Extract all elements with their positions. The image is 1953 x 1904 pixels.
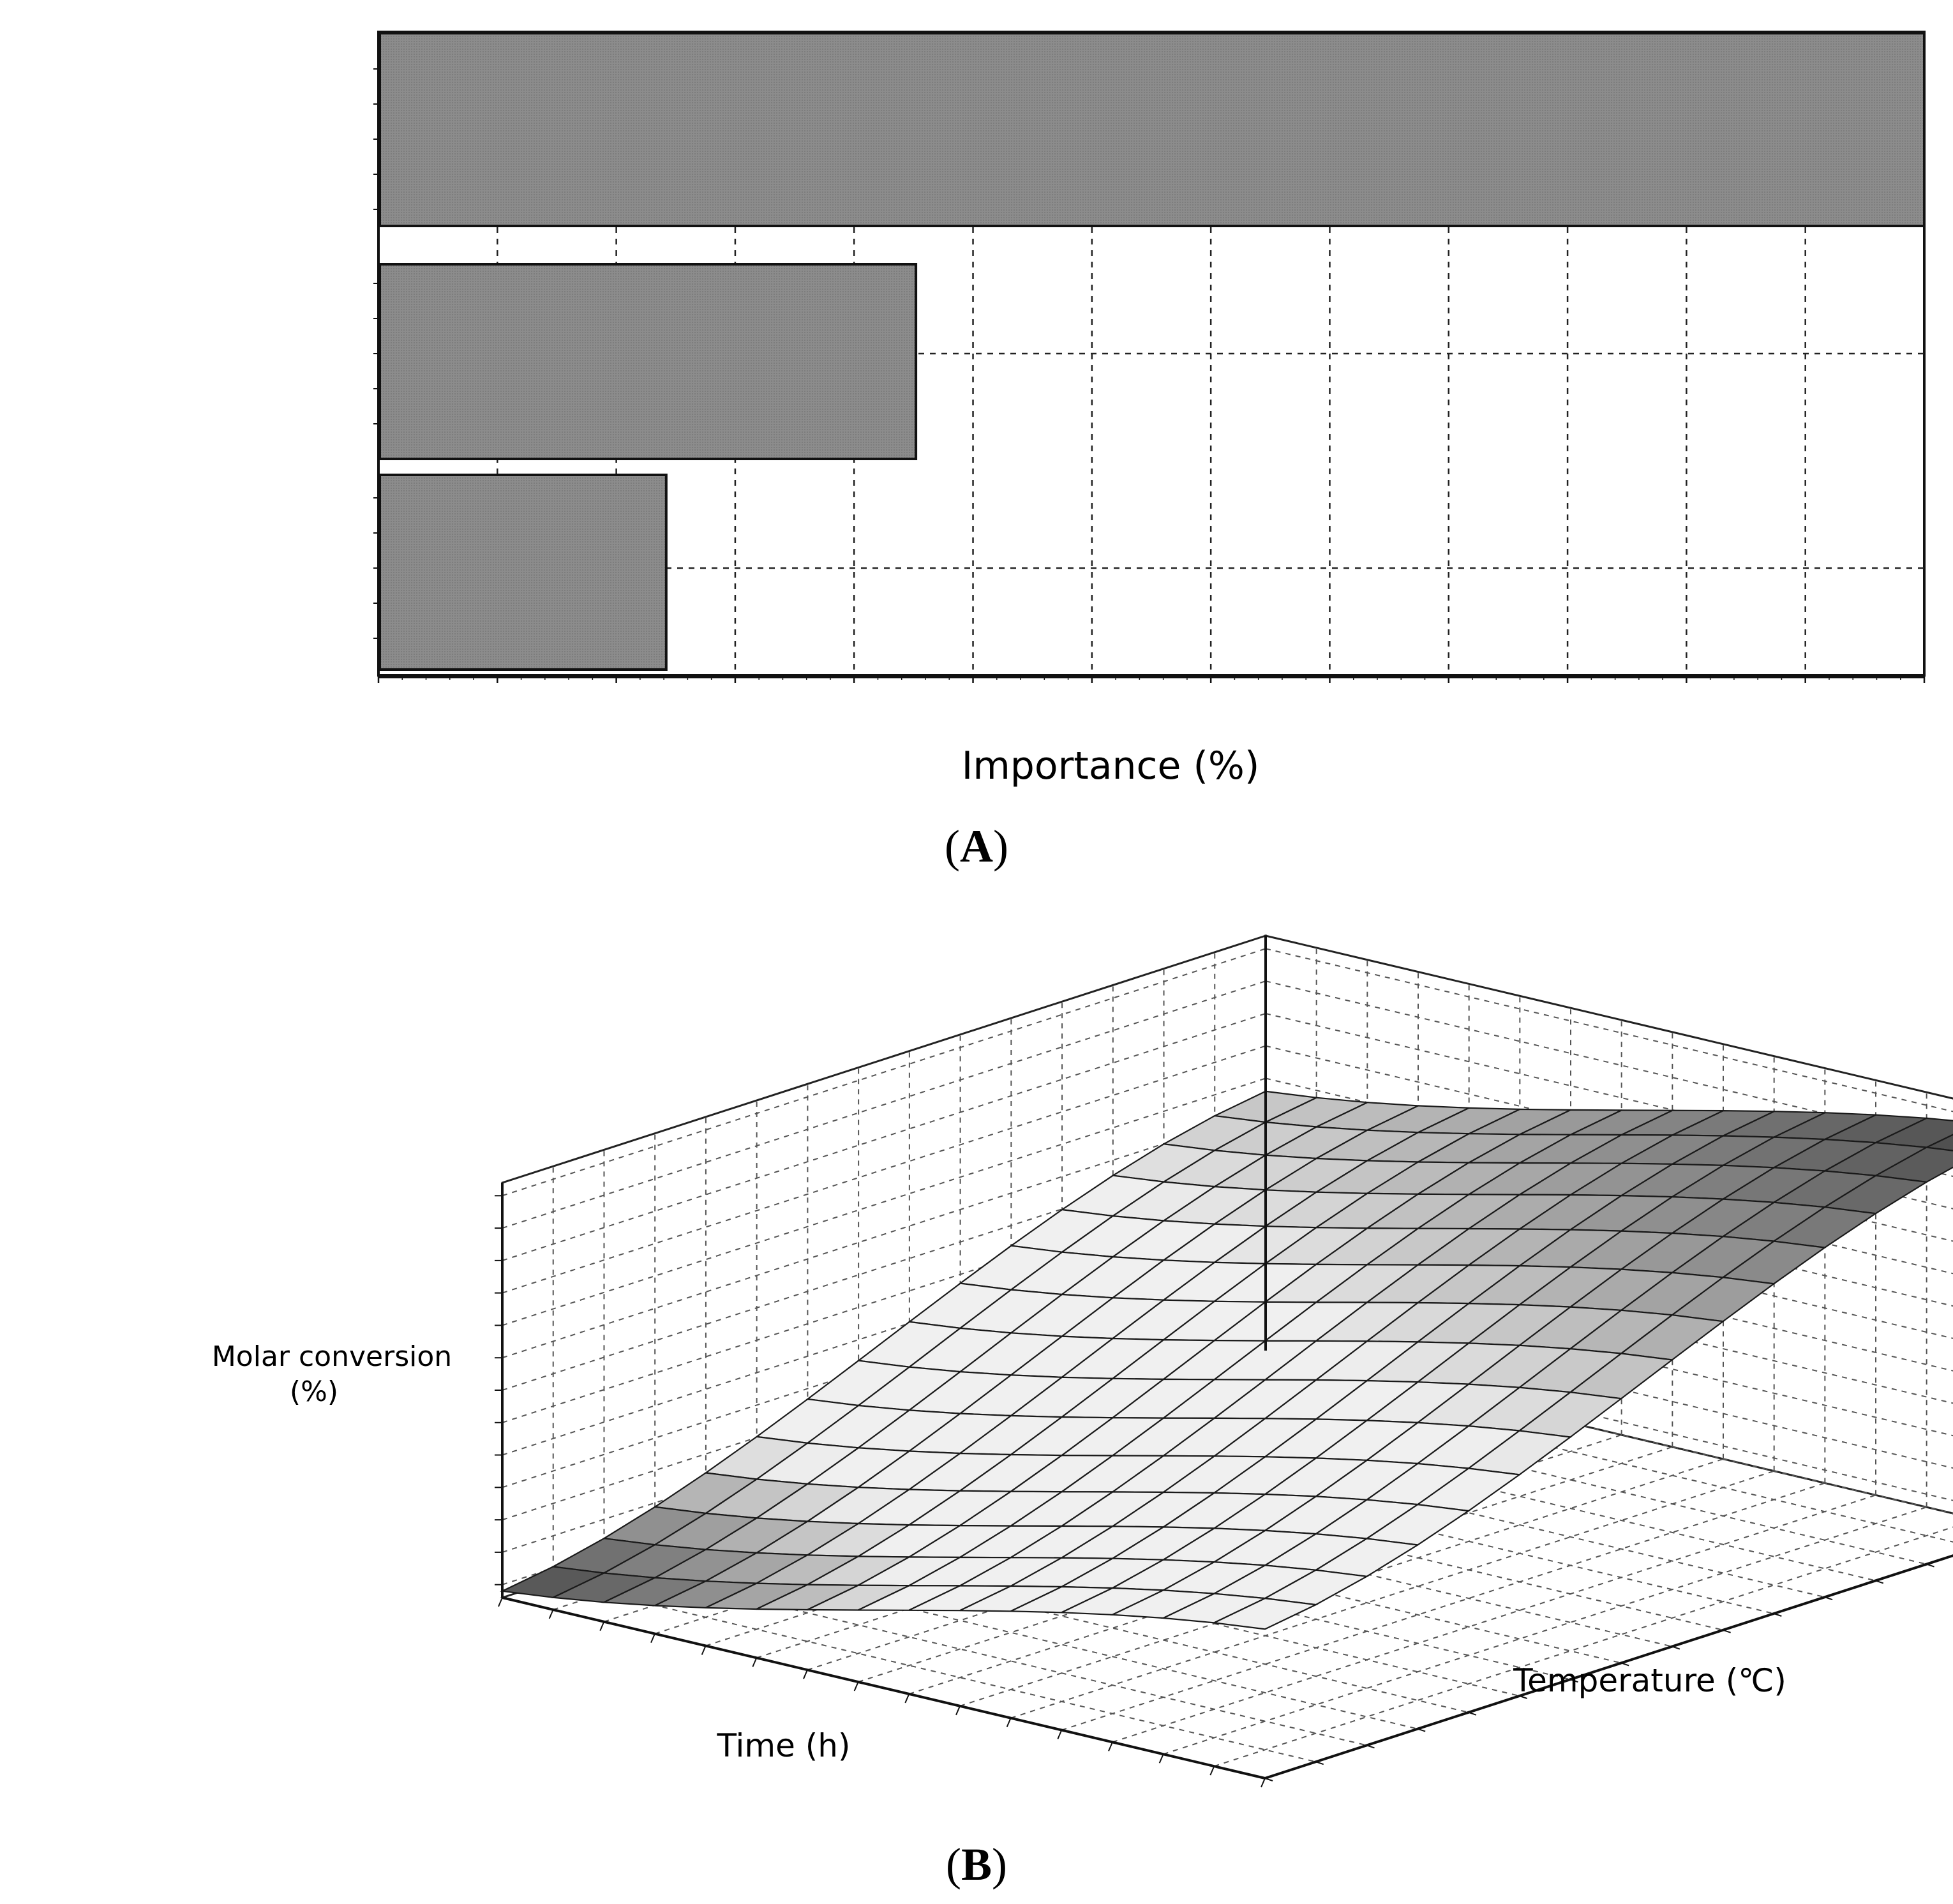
time-tick [853,1681,859,1691]
wall-gridline [1265,1012,1953,1177]
temperature-tick [1417,1728,1426,1732]
y-axis [373,68,378,639]
bar [378,32,1926,227]
z-axis-label-line2: (%) [290,1376,338,1408]
wall-gridline [1265,980,1953,1145]
temperature-tick [1315,1761,1324,1765]
time-tick [701,1645,707,1655]
time-tick [955,1705,961,1716]
time-tick [1057,1730,1063,1739]
temperature-tick [1875,1580,1884,1584]
surface-chart-panel: Molar conversion (%) Time (h) Temperatur… [212,934,1953,1890]
floor-gridline [604,1564,1367,1746]
wall-gridline [1265,1337,1953,1501]
temperature-tick [1926,1563,1934,1568]
time-tick [803,1669,808,1679]
temperature-tick [1672,1645,1680,1650]
y-axis-line [1264,1554,1953,1780]
wall-gridline [502,1012,1266,1261]
x-axis [377,675,1926,683]
temperature-tick [1519,1695,1527,1699]
wall-gridline [1265,948,1953,1113]
surface-patch [1211,1597,1319,1630]
floor-gridline [1163,1506,1927,1755]
floor-gridline [1265,1350,1953,1515]
z-axis-label-line1: Molar conversion [212,1340,452,1373]
time-tick [650,1633,655,1643]
floor-gridline [553,1580,1316,1763]
floor-gridline [1164,1383,1927,1565]
temperature-tick [1468,1711,1477,1716]
bar [378,474,668,671]
bar-chart-panel: Importance (%) (A) [373,31,1926,872]
axes [495,936,1953,1788]
time-tick [1209,1765,1215,1776]
time-tick [1158,1753,1164,1764]
bars [378,32,1926,671]
time-tick [548,1609,554,1619]
surface-patch [1924,1134,1953,1151]
time-tick [498,1597,503,1607]
temperature-tick [1774,1613,1782,1617]
wall-gridline [1265,1304,1953,1469]
floor-gridline [1214,1526,1953,1767]
wall-gridline [502,948,1266,1197]
y-axis-label-temperature: Temperature (℃) [1513,1662,1786,1699]
wall-gridline [502,980,1266,1229]
floor-gridline [705,1531,1469,1713]
time-tick [1108,1742,1113,1751]
time-tick [904,1693,910,1704]
time-tick [599,1621,605,1631]
temperature-tick [1366,1744,1375,1749]
temperature-tick [1620,1662,1629,1667]
time-tick [752,1657,758,1667]
floor-gridline [1112,1494,1876,1743]
floor-gridline [654,1547,1418,1730]
temperature-tick [1824,1596,1833,1601]
temperature-tick [1570,1679,1578,1683]
bar [378,263,918,460]
floor-gridline [1061,1482,1825,1731]
wall-gridline [502,1110,1266,1359]
x-axis-label: Importance (%) [962,744,1260,788]
temperature-tick [1264,1778,1273,1781]
panel-label-a: (A) [945,821,1008,872]
wall-gridline [502,1045,1266,1294]
floor-gridline [1010,1470,1774,1719]
time-tick [1006,1718,1012,1728]
floor-gridline [1215,1366,1953,1543]
response-surface [500,1090,1953,1630]
temperature-tick [1723,1629,1731,1633]
time-tick [1261,1778,1266,1788]
x-axis-line [502,1596,1266,1780]
wall-gridline [502,1077,1266,1326]
panel-label-b: (B) [946,1839,1007,1890]
x-axis-label-time: Time (h) [717,1727,851,1764]
